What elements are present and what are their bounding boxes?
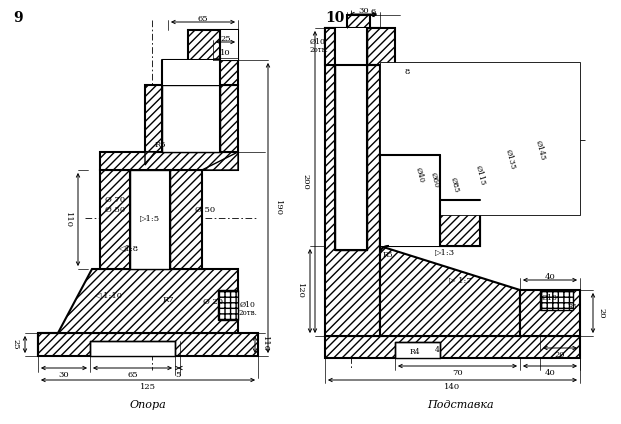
Text: 5: 5 xyxy=(175,371,180,379)
Text: 25: 25 xyxy=(220,35,231,43)
Text: R4: R4 xyxy=(410,348,420,356)
Text: 40: 40 xyxy=(545,273,555,281)
Polygon shape xyxy=(162,60,220,85)
Polygon shape xyxy=(145,85,238,152)
Text: Ø 50: Ø 50 xyxy=(105,206,125,214)
Polygon shape xyxy=(335,28,367,65)
Text: 2отв.: 2отв. xyxy=(238,309,258,317)
Polygon shape xyxy=(58,269,238,333)
Polygon shape xyxy=(380,88,535,192)
Text: 200: 200 xyxy=(301,174,309,190)
Text: 140: 140 xyxy=(445,383,461,391)
Text: Ø 20: Ø 20 xyxy=(203,298,223,306)
Text: 10: 10 xyxy=(220,49,230,57)
Polygon shape xyxy=(100,170,202,269)
Text: 190: 190 xyxy=(274,200,282,216)
Text: ▷1:5: ▷1:5 xyxy=(140,214,160,222)
Polygon shape xyxy=(380,246,520,336)
Polygon shape xyxy=(38,333,258,356)
Text: 4: 4 xyxy=(435,346,440,354)
Text: 8: 8 xyxy=(404,68,410,76)
Polygon shape xyxy=(380,155,440,246)
Text: Ø 50: Ø 50 xyxy=(195,206,215,214)
Text: Подставка: Подставка xyxy=(427,400,493,410)
Text: Ø145: Ø145 xyxy=(533,139,546,161)
Text: 125: 125 xyxy=(140,383,156,391)
Polygon shape xyxy=(540,290,573,310)
Text: ◁ 1:10: ◁ 1:10 xyxy=(94,291,122,299)
Text: Ø135: Ø135 xyxy=(504,149,517,171)
Polygon shape xyxy=(325,28,380,336)
Text: Ø10: Ø10 xyxy=(240,301,256,309)
Polygon shape xyxy=(440,200,480,246)
Polygon shape xyxy=(380,62,580,215)
Polygon shape xyxy=(335,28,367,250)
Text: Ø10: Ø10 xyxy=(542,294,558,302)
Text: R7: R7 xyxy=(162,296,174,304)
Text: 40: 40 xyxy=(545,369,555,377)
Text: 20: 20 xyxy=(555,351,565,359)
Polygon shape xyxy=(380,110,475,170)
Polygon shape xyxy=(163,60,238,85)
Polygon shape xyxy=(130,170,170,269)
Text: Ø115: Ø115 xyxy=(473,164,486,186)
Polygon shape xyxy=(220,30,238,60)
Polygon shape xyxy=(202,152,238,170)
Text: ◁1:8: ◁1:8 xyxy=(118,244,138,252)
Polygon shape xyxy=(395,342,440,358)
Text: 30: 30 xyxy=(358,7,369,15)
Text: 120: 120 xyxy=(296,283,304,299)
Text: 6: 6 xyxy=(371,8,376,16)
Polygon shape xyxy=(162,85,220,152)
Text: Ø40: Ø40 xyxy=(414,166,426,184)
Text: 65: 65 xyxy=(127,371,138,379)
Polygon shape xyxy=(380,155,480,246)
Text: R5: R5 xyxy=(154,141,166,149)
Text: Опора: Опора xyxy=(130,400,166,410)
Polygon shape xyxy=(188,30,238,60)
Text: 110: 110 xyxy=(261,337,269,352)
Text: 30: 30 xyxy=(59,371,70,379)
Text: Ø60: Ø60 xyxy=(429,171,441,189)
Text: 70: 70 xyxy=(452,369,463,377)
Text: Ø85: Ø85 xyxy=(449,176,461,194)
Text: R5: R5 xyxy=(568,303,578,311)
Text: 110: 110 xyxy=(64,212,72,228)
Text: ▷ 1:7: ▷ 1:7 xyxy=(448,276,471,284)
Polygon shape xyxy=(218,290,238,320)
Text: 65: 65 xyxy=(197,15,208,23)
Text: Ø 70: Ø 70 xyxy=(105,196,125,204)
Polygon shape xyxy=(325,28,395,65)
Text: Ø10: Ø10 xyxy=(310,38,326,46)
Text: 2отв.: 2отв. xyxy=(310,46,329,54)
Text: 9: 9 xyxy=(13,11,23,25)
Text: 25: 25 xyxy=(11,339,19,350)
Polygon shape xyxy=(380,75,560,205)
Text: 20: 20 xyxy=(597,308,605,318)
Polygon shape xyxy=(145,152,155,165)
Polygon shape xyxy=(380,100,500,180)
Polygon shape xyxy=(520,290,580,336)
Polygon shape xyxy=(100,152,238,170)
Polygon shape xyxy=(380,120,440,160)
Text: 10: 10 xyxy=(325,11,345,25)
Polygon shape xyxy=(90,341,175,356)
Polygon shape xyxy=(347,15,370,28)
Text: ▷1:3: ▷1:3 xyxy=(435,248,455,256)
Polygon shape xyxy=(325,336,580,358)
Text: R5: R5 xyxy=(383,251,393,259)
